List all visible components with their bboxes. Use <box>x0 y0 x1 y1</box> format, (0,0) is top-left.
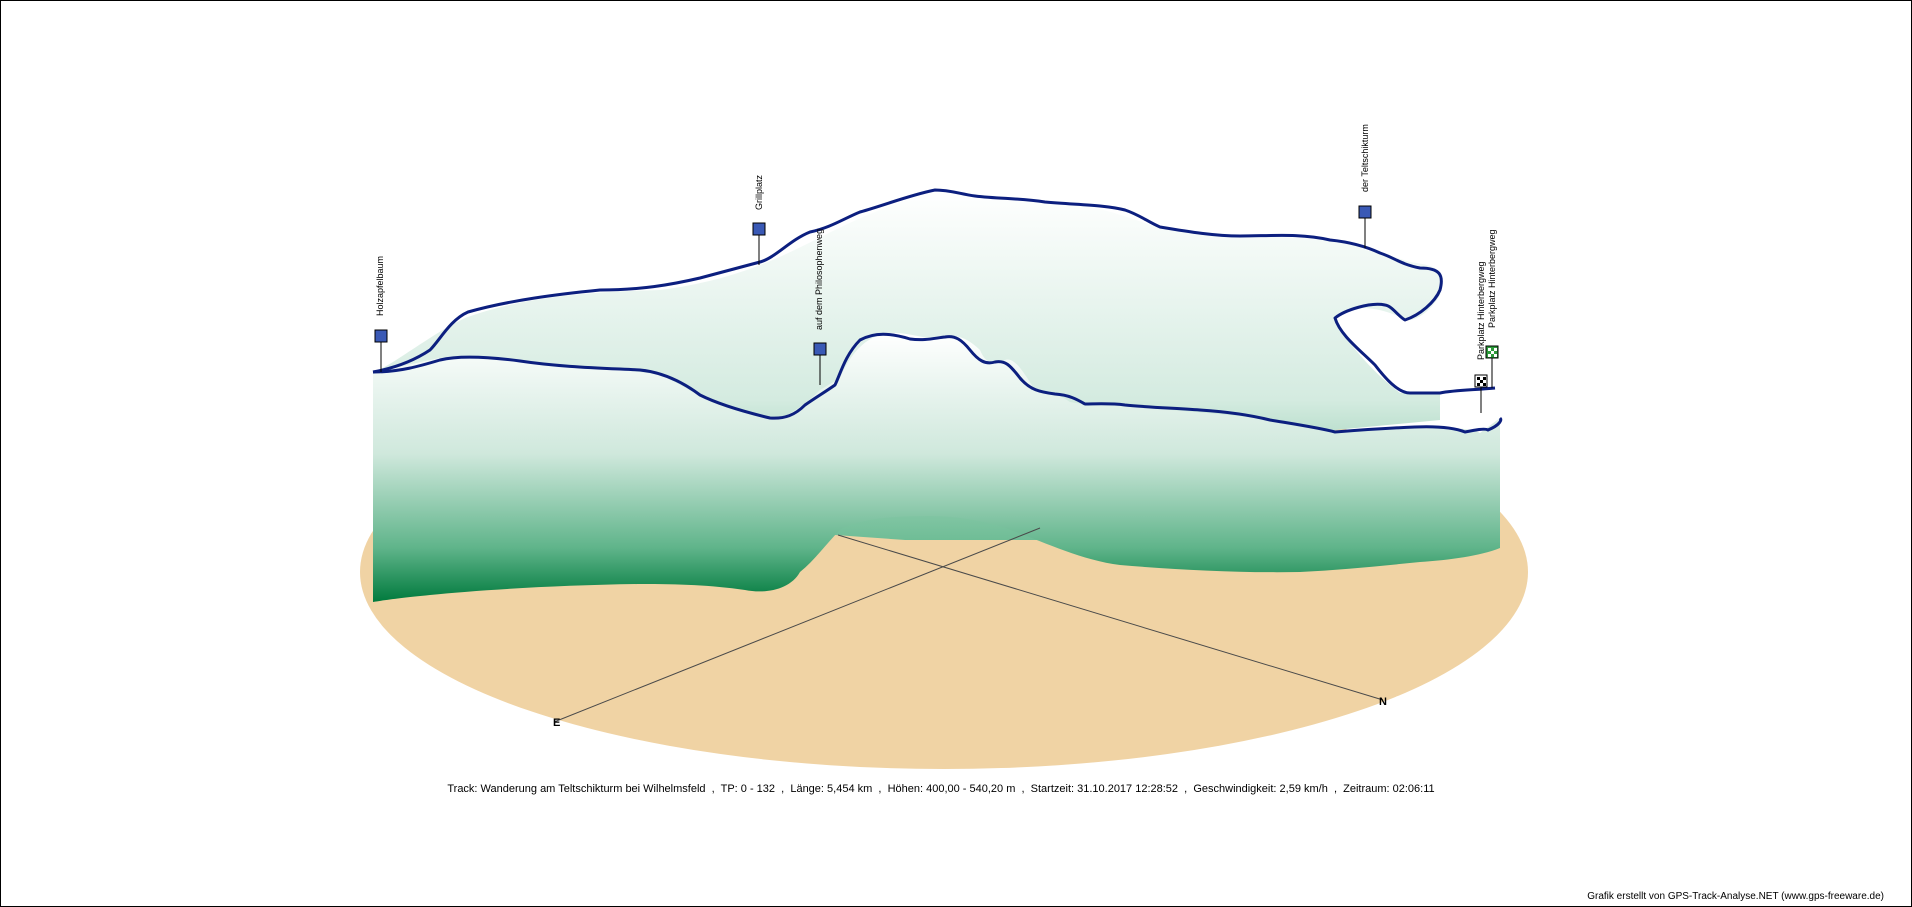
waypoint-grillplatz: Grillplatz <box>752 174 766 265</box>
waypoint-label: der Teltschikturm <box>1360 124 1370 192</box>
compass-line-east <box>553 527 1041 723</box>
waypoint-label: Holzapfelbaum <box>375 256 385 316</box>
track-info-caption: Track: Wanderung am Teltschikturm bei Wi… <box>447 783 1435 795</box>
waypoint-label: auf dem Philosophenweg <box>814 229 824 330</box>
track-speed: Geschwindigkeit: 2,59 km/h <box>1193 783 1328 795</box>
waypoint-holzapfelbaum: Holzapfelbaum <box>374 256 388 372</box>
track-line-near <box>372 332 1503 434</box>
photo-icon <box>1358 205 1372 219</box>
grill-icon <box>752 222 766 236</box>
track-line-far <box>372 188 1496 395</box>
waypoint-parkplatz-start: Parkplatz Hinterbergweg <box>1474 261 1488 413</box>
track-start-time: Startzeit: 31.10.2017 12:28:52 <box>1030 783 1179 795</box>
credit-text: Grafik erstellt von GPS-Track-Analyse.NE… <box>1587 891 1884 902</box>
waypoint-philosophenweg: auf dem Philosophenweg <box>813 229 827 385</box>
compass-line-north <box>837 534 1384 701</box>
waypoint-label: Grillplatz <box>754 174 764 210</box>
near-elevation-wall <box>373 332 1500 602</box>
photo-icon <box>374 329 388 343</box>
track-length: Länge: 5,454 km <box>790 783 873 795</box>
track-points: TP: 0 - 132 <box>720 783 776 795</box>
compass-label-north: N <box>1379 696 1387 708</box>
track-heights: Höhen: 400,00 - 540,20 m <box>887 783 1016 795</box>
photo-icon <box>813 342 827 356</box>
compass-label-east: E <box>553 717 560 729</box>
track-duration: Zeitraum: 02:06:11 <box>1343 783 1435 795</box>
track-name: Track: Wanderung am Teltschikturm bei Wi… <box>447 783 706 795</box>
waypoint-label: Parkplatz Hinterbergweg <box>1476 261 1486 360</box>
waypoint-teltschikturm: der Teltschikturm <box>1358 124 1372 248</box>
waypoint-parkplatz-finish: Parkplatz Hinterbergweg <box>1485 229 1499 388</box>
waypoint-label: Parkplatz Hinterbergweg <box>1487 229 1497 328</box>
